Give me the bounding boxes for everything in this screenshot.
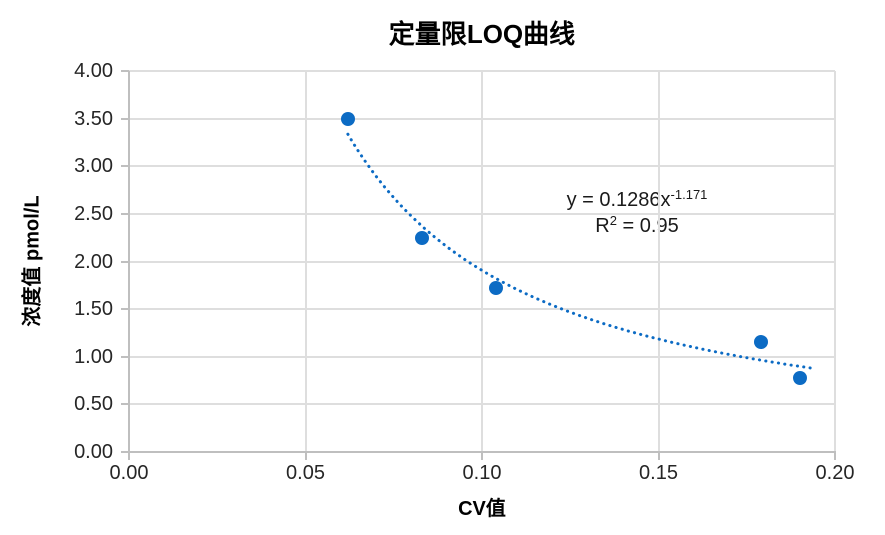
- y-tick-mark: [121, 451, 129, 453]
- data-point: [753, 334, 768, 349]
- trendline-path: [346, 132, 816, 370]
- x-tick-mark: [834, 452, 836, 460]
- data-point: [340, 111, 355, 126]
- data-point: [792, 370, 807, 385]
- y-axis-title: 浓度值 pmol/L: [21, 195, 44, 327]
- y-tick-label: 2.50: [74, 202, 113, 225]
- x-axis-line: [128, 451, 836, 453]
- y-tick-label: 2.00: [74, 250, 113, 273]
- y-tick-label: 0.50: [74, 393, 113, 416]
- y-tick-label: 1.00: [74, 345, 113, 368]
- y-tick-mark: [121, 212, 129, 215]
- y-tick-label: 0.00: [74, 441, 113, 463]
- y-tick-label: 3.50: [74, 107, 113, 130]
- equation-exponent: -1.171: [670, 187, 708, 202]
- y-tick-label: 4.00: [74, 60, 113, 82]
- data-point: [489, 281, 504, 296]
- r-squared-value: R2 = 0.95: [595, 213, 679, 237]
- y-tick-mark: [121, 403, 129, 406]
- x-tick-mark: [128, 452, 130, 460]
- x-tick-label: 0.20: [815, 462, 855, 484]
- gridline-vertical: [834, 71, 836, 452]
- chart-title: 定量限LOQ曲线: [388, 19, 576, 49]
- x-tick-mark: [657, 452, 660, 460]
- y-tick-label: 1.50: [74, 298, 113, 321]
- gridline-vertical: [657, 71, 660, 452]
- x-tick-mark: [481, 452, 483, 460]
- gridline-vertical: [304, 71, 307, 452]
- x-tick-label: 0.00: [109, 462, 149, 484]
- trendline-equation: y = 0.1286x-1.171: [566, 187, 708, 211]
- gridline-vertical: [481, 71, 483, 452]
- y-tick-label: 3.00: [74, 155, 113, 178]
- y-axis-line: [128, 71, 130, 453]
- data-point: [414, 230, 429, 245]
- y-tick-mark: [121, 70, 129, 72]
- y-tick-mark: [121, 260, 129, 263]
- x-axis-title: CV值: [458, 498, 506, 520]
- x-tick-label: 0.10: [462, 462, 502, 484]
- y-tick-mark: [121, 117, 129, 120]
- x-tick-mark: [304, 452, 307, 460]
- y-tick-mark: [121, 355, 129, 358]
- x-tick-label: 0.05: [286, 462, 325, 484]
- y-tick-mark: [121, 165, 129, 168]
- x-tick-label: 0.15: [639, 462, 678, 484]
- y-tick-mark: [121, 308, 129, 311]
